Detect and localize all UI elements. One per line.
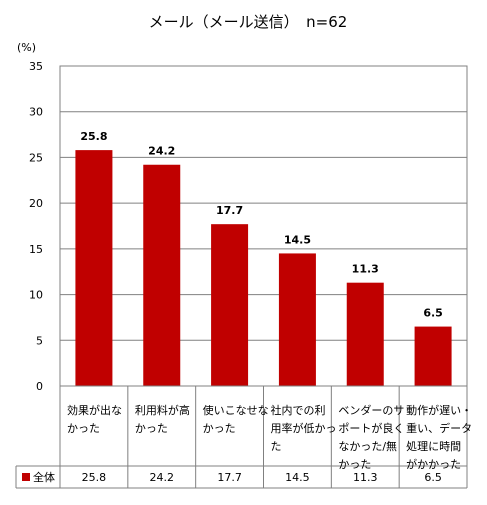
- category-label: 動作が遅い・重い、データ処理に時間がかかった: [406, 403, 472, 471]
- bar: [75, 150, 113, 386]
- plot-area-border: [59, 65, 468, 387]
- data-labels: 25.8 24.2 17.7 14.5 11.3 6.5: [80, 130, 442, 319]
- y-tick-label: 30: [29, 106, 43, 119]
- category-label: 使いこなせなかった: [203, 404, 269, 435]
- data-label: 24.2: [148, 145, 175, 158]
- y-tick-label: 20: [29, 197, 43, 210]
- bar: [414, 326, 452, 386]
- table-value: 11.3: [353, 471, 378, 484]
- chart-title: メール（メール送信） n=62: [149, 13, 348, 31]
- legend-series-name: 全体: [33, 470, 55, 484]
- category-label: 社内での利用率が低かった: [271, 403, 337, 453]
- bar: [211, 224, 249, 386]
- table-value: 14.5: [285, 471, 310, 484]
- table-value: 24.2: [150, 471, 175, 484]
- y-tick-label: 15: [29, 243, 43, 256]
- y-axis-unit-label: (%): [17, 41, 36, 54]
- bar: [346, 282, 384, 386]
- bars: [75, 150, 452, 386]
- table-value: 17.7: [217, 471, 242, 484]
- category-label: 利用料が高かった: [135, 403, 190, 435]
- category-label: 効果が出なかった: [67, 403, 122, 435]
- y-tick-label: 5: [36, 334, 43, 347]
- data-label: 25.8: [80, 130, 107, 143]
- data-label: 6.5: [423, 307, 443, 320]
- data-label: 17.7: [216, 204, 243, 217]
- bar: [278, 253, 316, 386]
- data-table: 効果が出なかった 25.8 利用料が高かった 24.2 使いこなせなかった 17.7 社内で…: [15, 386, 472, 489]
- y-tick-label: 35: [29, 60, 43, 73]
- data-label: 11.3: [352, 263, 379, 276]
- y-tick-label: 10: [29, 289, 43, 302]
- table-value: 25.8: [82, 471, 107, 484]
- data-label: 14.5: [284, 233, 311, 246]
- y-tick-label: 0: [36, 380, 43, 393]
- category-label: ベンダーのサポートが良くなかった/無かった: [338, 403, 404, 471]
- bar: [143, 164, 181, 386]
- legend-key: [22, 473, 30, 481]
- y-axis-ticks: 0 5 10 15 20 25 30 35: [29, 60, 43, 393]
- gridlines: [60, 111, 467, 341]
- table-value: 6.5: [424, 471, 442, 484]
- y-tick-label: 25: [29, 151, 43, 164]
